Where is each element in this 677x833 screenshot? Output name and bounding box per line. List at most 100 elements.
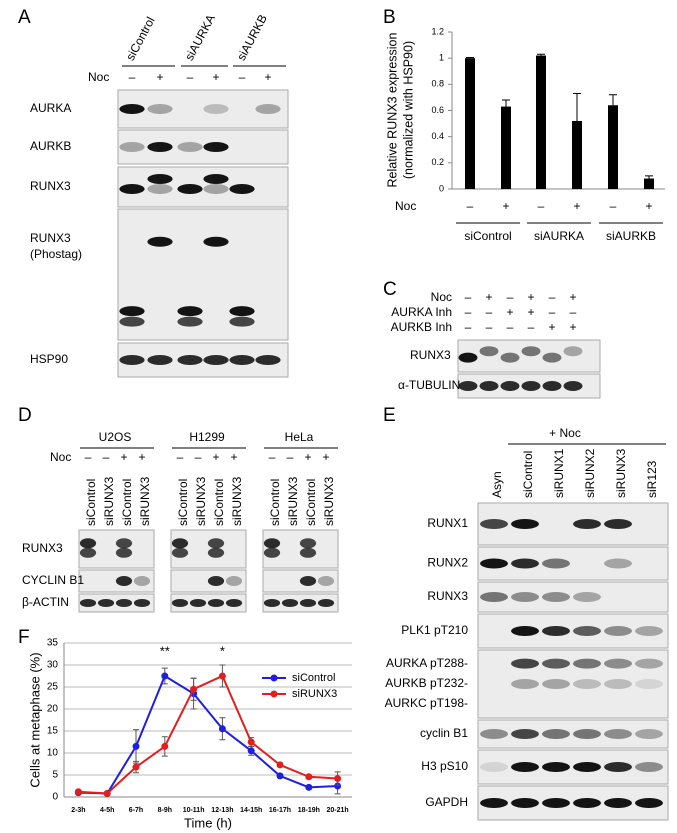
band <box>133 599 151 607</box>
band <box>115 547 133 558</box>
row-label: AURKC pT198- <box>385 696 468 710</box>
lane-label: siControl <box>521 451 535 498</box>
band <box>511 626 539 636</box>
point <box>334 775 342 783</box>
band <box>573 658 601 669</box>
condition-label: AURKA Inh <box>391 305 452 319</box>
band <box>281 599 299 607</box>
panel-label: A <box>18 7 31 28</box>
band <box>480 592 508 602</box>
legend-marker <box>270 674 278 682</box>
row-label: H3 pS10 <box>421 759 468 773</box>
point <box>74 788 82 796</box>
band <box>511 762 539 772</box>
x-tick-label: 8-9h <box>158 807 172 814</box>
sign: + <box>120 450 127 464</box>
band <box>573 626 601 636</box>
y-tick-label: 0.6 <box>431 105 444 115</box>
legend-label: siControl <box>292 672 335 684</box>
sign: + <box>485 290 492 304</box>
band <box>119 142 145 152</box>
lane-label: siRUNX3 <box>614 448 628 498</box>
x-tick-label: + <box>573 199 580 213</box>
band <box>604 626 632 636</box>
row-label: RUNX3 <box>410 348 451 362</box>
band <box>573 592 601 602</box>
y-axis-title: Cells at metaphase (%) <box>27 652 42 787</box>
band <box>147 142 173 152</box>
point <box>218 725 226 733</box>
group-label: HeLa <box>285 430 314 444</box>
x-tick-label: 2-3h <box>71 807 85 814</box>
band <box>563 381 583 391</box>
row-label: AURKA <box>30 101 71 115</box>
blot <box>477 502 669 546</box>
band <box>511 519 539 529</box>
band <box>635 729 663 739</box>
band <box>229 355 255 365</box>
y-tick-label: 20 <box>47 704 59 715</box>
sign: – <box>177 450 184 464</box>
row-label: CYCLIN B1 <box>22 573 84 587</box>
lane-label: siRUNX3 <box>102 476 116 526</box>
x-tick-label: – <box>467 199 474 213</box>
row-label: β-ACTIN <box>22 595 69 609</box>
band <box>511 658 539 669</box>
lane-label: siRUNX1 <box>552 448 566 498</box>
band <box>542 798 570 808</box>
sign: + <box>506 305 513 319</box>
sign: + <box>264 70 271 84</box>
blot <box>477 581 669 613</box>
band <box>203 142 229 152</box>
band <box>635 658 663 669</box>
panel-label: B <box>383 7 396 28</box>
y-tick-label: 0 <box>52 792 58 803</box>
band <box>119 306 145 317</box>
band <box>207 538 225 549</box>
point <box>247 747 255 755</box>
sign: – <box>465 290 472 304</box>
band <box>511 729 539 739</box>
band <box>542 558 570 569</box>
error-bar <box>502 99 510 107</box>
band <box>119 355 145 365</box>
annotation: ** <box>160 643 170 658</box>
group-label: siAURKB <box>606 229 656 243</box>
point <box>247 738 255 746</box>
blot <box>477 719 669 749</box>
row-label: RUNX3 <box>30 179 71 193</box>
group-label: H1299 <box>189 430 225 444</box>
band <box>542 658 570 669</box>
group-label: U2OS <box>99 430 132 444</box>
row-label: AURKA pT288- <box>386 656 468 670</box>
band <box>171 538 189 549</box>
band <box>458 352 478 363</box>
lane-label: siRUNX3 <box>138 476 152 526</box>
point <box>103 789 111 797</box>
y-tick-label: 10 <box>47 748 59 759</box>
band <box>177 316 203 327</box>
band <box>573 519 601 529</box>
lane-label: siControl <box>123 15 158 63</box>
band <box>263 547 281 558</box>
lane-label: siControl <box>268 479 282 526</box>
sign: – <box>507 320 514 334</box>
lane-label: siRUNX3 <box>194 476 208 526</box>
band <box>563 346 583 357</box>
band <box>177 142 203 152</box>
y-tick-label: 0.8 <box>431 79 444 89</box>
sign: – <box>549 305 556 319</box>
band <box>604 798 632 808</box>
band <box>480 519 508 529</box>
band <box>299 547 317 558</box>
error-bar <box>645 175 653 179</box>
band <box>542 626 570 636</box>
sign: – <box>195 450 202 464</box>
band <box>207 547 225 558</box>
bar <box>608 105 618 189</box>
sign: – <box>129 70 136 84</box>
band <box>479 346 499 357</box>
bar <box>572 120 582 189</box>
sign: – <box>465 305 472 319</box>
x-tick-label: + <box>502 199 509 213</box>
